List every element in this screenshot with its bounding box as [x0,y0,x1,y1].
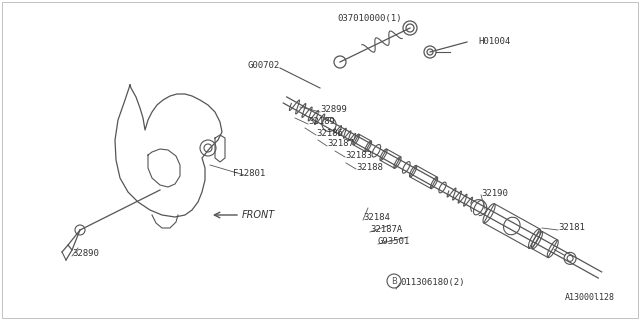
Text: 32190: 32190 [481,188,508,197]
Text: F12801: F12801 [233,169,265,178]
Text: 32181: 32181 [558,223,585,233]
Text: 32183: 32183 [345,150,372,159]
Text: B: B [391,276,397,285]
Text: G00702: G00702 [248,60,280,69]
Text: 32890: 32890 [72,250,99,259]
Text: 037010000(1): 037010000(1) [338,13,403,22]
Text: 32189: 32189 [308,117,335,126]
Text: 32899: 32899 [320,106,347,115]
Text: 32188: 32188 [356,163,383,172]
Text: 32187A: 32187A [370,226,403,235]
Text: 32184: 32184 [363,213,390,222]
Text: 32186: 32186 [316,129,343,138]
Text: FRONT: FRONT [242,210,275,220]
Text: G93501: G93501 [378,237,410,246]
Text: A13000l128: A13000l128 [565,292,615,301]
Text: 011306180(2): 011306180(2) [400,278,465,287]
Text: H01004: H01004 [478,37,510,46]
Text: 32187: 32187 [327,140,354,148]
